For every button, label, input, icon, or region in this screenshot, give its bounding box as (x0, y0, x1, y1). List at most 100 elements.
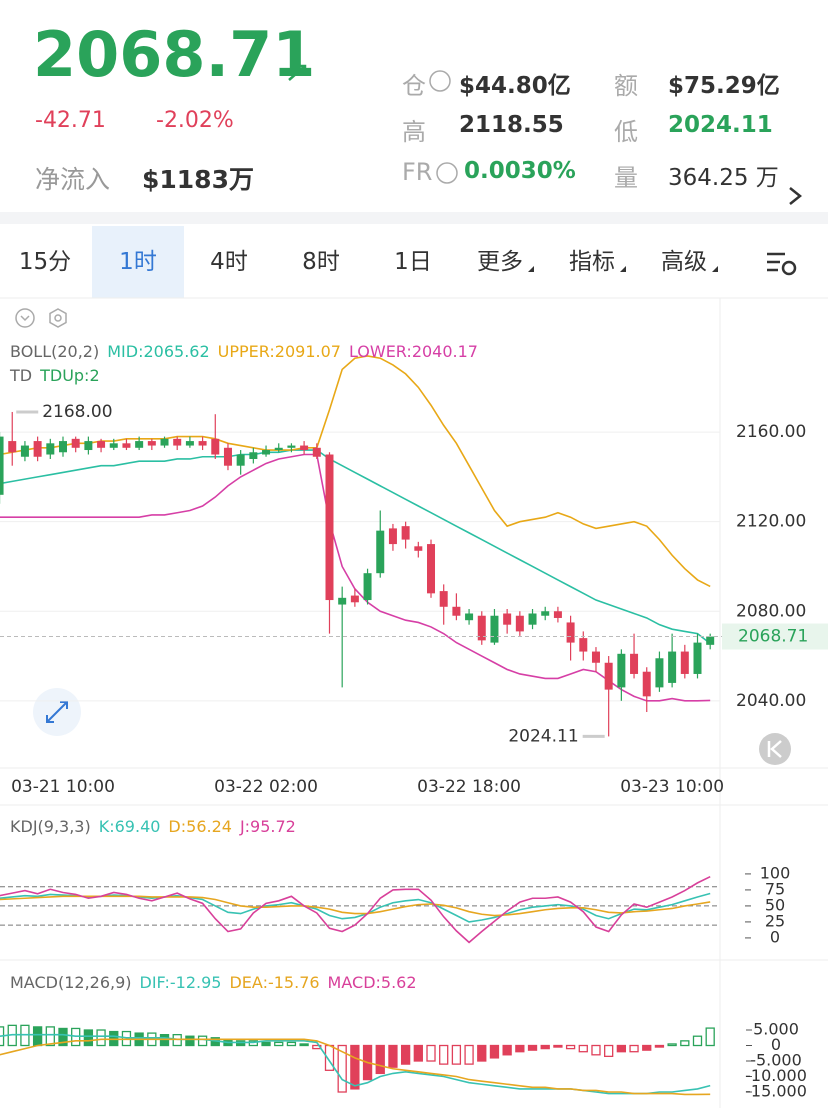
macd-bar (375, 1044, 385, 1075)
macd-bar (629, 1044, 639, 1053)
legend-entry: J:95.72 (239, 817, 296, 836)
macd-bar (45, 1026, 55, 1047)
indicator-line (0, 1038, 711, 1096)
y-tick-label: 25 (765, 911, 785, 930)
fullscreen-button[interactable] (33, 688, 81, 736)
y-tick-label: 2160.00 (736, 422, 806, 442)
macd-bar (604, 1044, 614, 1058)
tab[interactable]: 高级 (661, 249, 707, 275)
macd-bar (692, 1035, 703, 1047)
candle-body (236, 454, 245, 466)
td-value: TDUp:2 (40, 366, 100, 385)
last-price-label: 2068.71 (738, 627, 808, 647)
indicator-line (0, 892, 711, 923)
legend-entry: MID:2065.62 (107, 342, 210, 361)
macd-bar (197, 1035, 208, 1047)
tab[interactable]: 4时 (210, 249, 248, 275)
indicator-line (0, 453, 711, 702)
candle-body (262, 450, 271, 455)
candle-body (287, 445, 296, 448)
indicator-title: KDJ(9,3,3) (10, 817, 91, 836)
toolbar-icons[interactable] (15, 308, 67, 328)
scroll-latest-button[interactable] (759, 733, 791, 765)
tab[interactable]: 1时 (119, 249, 157, 275)
candle-body (642, 671, 651, 697)
macd-bar (451, 1044, 462, 1065)
tab[interactable]: 更多 (477, 249, 523, 275)
dropdown-caret (528, 266, 534, 272)
candle-body (376, 530, 385, 574)
expand-chevron[interactable] (789, 187, 803, 205)
stat-label: 量 (614, 164, 638, 192)
macd-bar (261, 1041, 271, 1047)
x-tick-label: 03-23 10:00 (620, 777, 724, 797)
candle-body (122, 443, 131, 448)
candle-body (541, 611, 550, 616)
legend: BOLL(20,2) MID:2065.62 UPPER:2091.07 LOWER:… (10, 342, 486, 361)
indicator-line (0, 895, 711, 917)
candle-body (109, 443, 118, 448)
trend-arrow (288, 64, 307, 81)
candle-body (135, 441, 144, 448)
macd-bar (58, 1027, 68, 1047)
candle-body (503, 613, 512, 625)
indicator-line (0, 875, 711, 944)
candle-body (528, 613, 537, 625)
macd-bar (83, 1029, 94, 1047)
candle-body (579, 638, 588, 652)
macd-bar (654, 1044, 665, 1048)
macd-bar (185, 1035, 195, 1047)
candle-body (59, 441, 67, 453)
macd-bar (439, 1044, 449, 1065)
candle-body (604, 662, 613, 690)
candle-body (198, 441, 207, 446)
x-tick-label: 03-22 02:00 (214, 777, 318, 797)
chart-settings-icon[interactable] (767, 252, 797, 276)
candle-body (249, 452, 258, 459)
macd-bar (299, 1043, 309, 1047)
candle-body (185, 441, 194, 446)
legend-entry: D:56.24 (168, 817, 232, 836)
candle-body (338, 597, 347, 605)
legend-entry: LOWER:2040.17 (348, 342, 478, 361)
stat-value: $75.29亿 (668, 73, 780, 99)
low-label: 2024.11 (508, 726, 578, 746)
candle-body (490, 615, 499, 643)
high-label: 2168.00 (42, 402, 112, 422)
candle-body (363, 573, 372, 601)
macd-bar (705, 1027, 715, 1047)
last-price: 2068.71 (33, 18, 316, 91)
macd-bar (680, 1040, 690, 1047)
dropdown-caret (620, 266, 626, 272)
candle-body (591, 651, 600, 663)
candle-body (97, 441, 106, 448)
legend: KDJ(9,3,3) K:69.40 D:56.24 J:95.72 (10, 817, 304, 836)
tab[interactable]: 1日 (394, 249, 432, 275)
candle-body (160, 438, 169, 446)
legend: MACD(12,26,9) DIF:-12.95 DEA:-15.76 MACD:5.… (10, 973, 425, 992)
macd-bar (274, 1041, 284, 1047)
stat-value: $44.80亿 (459, 73, 571, 99)
macd-bar (553, 1044, 563, 1048)
x-tick-label: 03-21 10:00 (11, 777, 115, 797)
tab[interactable]: 指标 (569, 249, 615, 275)
macd-bar (426, 1044, 436, 1062)
candle-body (452, 606, 461, 616)
tab[interactable]: 15分 (18, 249, 72, 275)
macd-bar (464, 1044, 474, 1065)
candle-body (211, 438, 220, 455)
price-change: -42.71 (35, 108, 106, 133)
separator (0, 212, 828, 224)
macd-bar (540, 1044, 550, 1050)
tab[interactable]: 8时 (302, 249, 340, 275)
y-tick-label: 75 (765, 879, 785, 898)
stat-label: 低 (614, 118, 638, 146)
stat-value: 2118.55 (459, 112, 564, 138)
candle-body (350, 595, 359, 603)
candle-body (439, 591, 448, 607)
macd-bar (286, 1041, 297, 1047)
y-tick-label: 2120.00 (736, 512, 806, 532)
macd-bar (337, 1044, 347, 1093)
